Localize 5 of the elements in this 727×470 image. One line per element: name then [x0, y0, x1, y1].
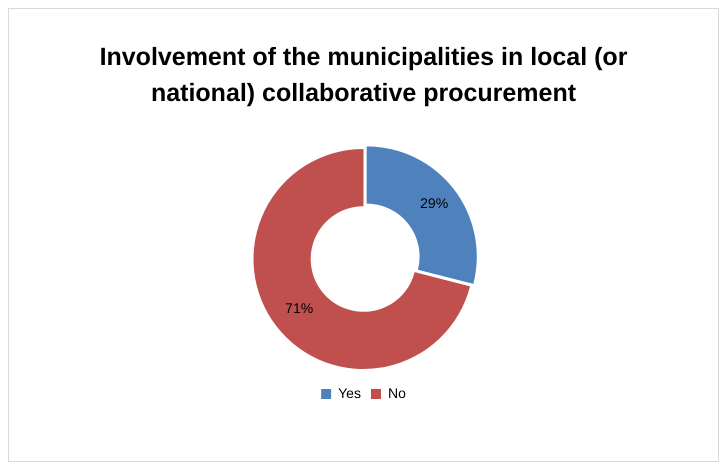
chart-title: Involvement of the municipalities in local (or national) collaborative procurement	[98, 42, 628, 109]
data-label: 29%	[420, 195, 448, 212]
legend-label: No	[388, 384, 406, 401]
legend-label: Yes	[338, 384, 361, 401]
data-label: 71%	[285, 300, 314, 316]
